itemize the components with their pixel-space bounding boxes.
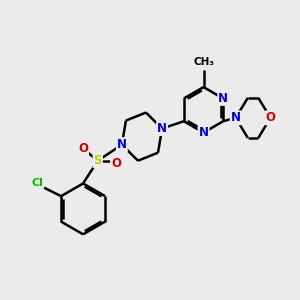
Text: N: N — [218, 92, 228, 105]
Text: N: N — [157, 122, 167, 135]
Text: N: N — [117, 138, 127, 151]
Text: O: O — [111, 157, 121, 170]
Text: S: S — [94, 154, 102, 167]
Text: N: N — [231, 111, 241, 124]
Text: N: N — [199, 126, 208, 139]
Text: CH₃: CH₃ — [193, 57, 214, 67]
Text: O: O — [78, 142, 88, 154]
Text: O: O — [266, 111, 275, 124]
Text: Cl: Cl — [32, 178, 44, 188]
